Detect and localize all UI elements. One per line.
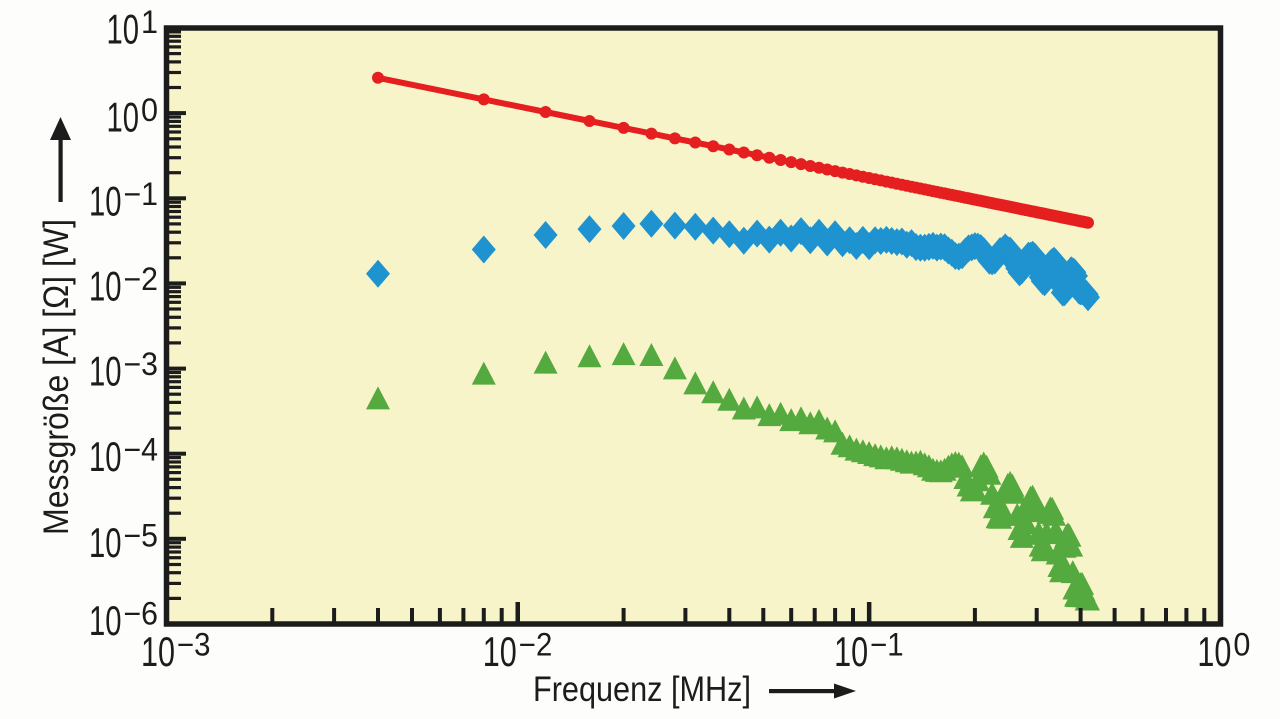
svg-text:−2: −2	[519, 627, 553, 663]
svg-text:1: 1	[141, 4, 158, 40]
svg-text:10: 10	[834, 628, 868, 675]
svg-text:10: 10	[89, 597, 122, 644]
svg-text:0: 0	[141, 92, 158, 128]
svg-text:10: 10	[141, 628, 175, 675]
svg-text:10: 10	[107, 94, 140, 141]
svg-text:10: 10	[483, 628, 517, 675]
svg-text:Messgröße [A] [Ω] [W]: Messgröße [A] [Ω] [W]	[36, 219, 76, 535]
svg-text:−3: −3	[177, 627, 211, 663]
svg-text:10: 10	[107, 6, 140, 53]
svg-text:0: 0	[1233, 627, 1250, 663]
svg-text:10: 10	[89, 519, 122, 566]
svg-text:−3: −3	[124, 346, 159, 382]
svg-text:−6: −6	[124, 596, 159, 632]
svg-text:10: 10	[89, 348, 122, 395]
svg-text:Frequenz [MHz]: Frequenz [MHz]	[533, 669, 751, 709]
svg-text:−1: −1	[870, 627, 904, 663]
svg-text:−2: −2	[124, 261, 159, 297]
svg-text:10: 10	[89, 433, 122, 480]
svg-text:10: 10	[89, 177, 122, 224]
svg-text:−4: −4	[124, 432, 159, 468]
svg-text:10: 10	[1197, 628, 1231, 675]
svg-text:10: 10	[89, 262, 122, 309]
svg-text:−5: −5	[124, 517, 159, 553]
svg-text:−1: −1	[124, 176, 159, 212]
